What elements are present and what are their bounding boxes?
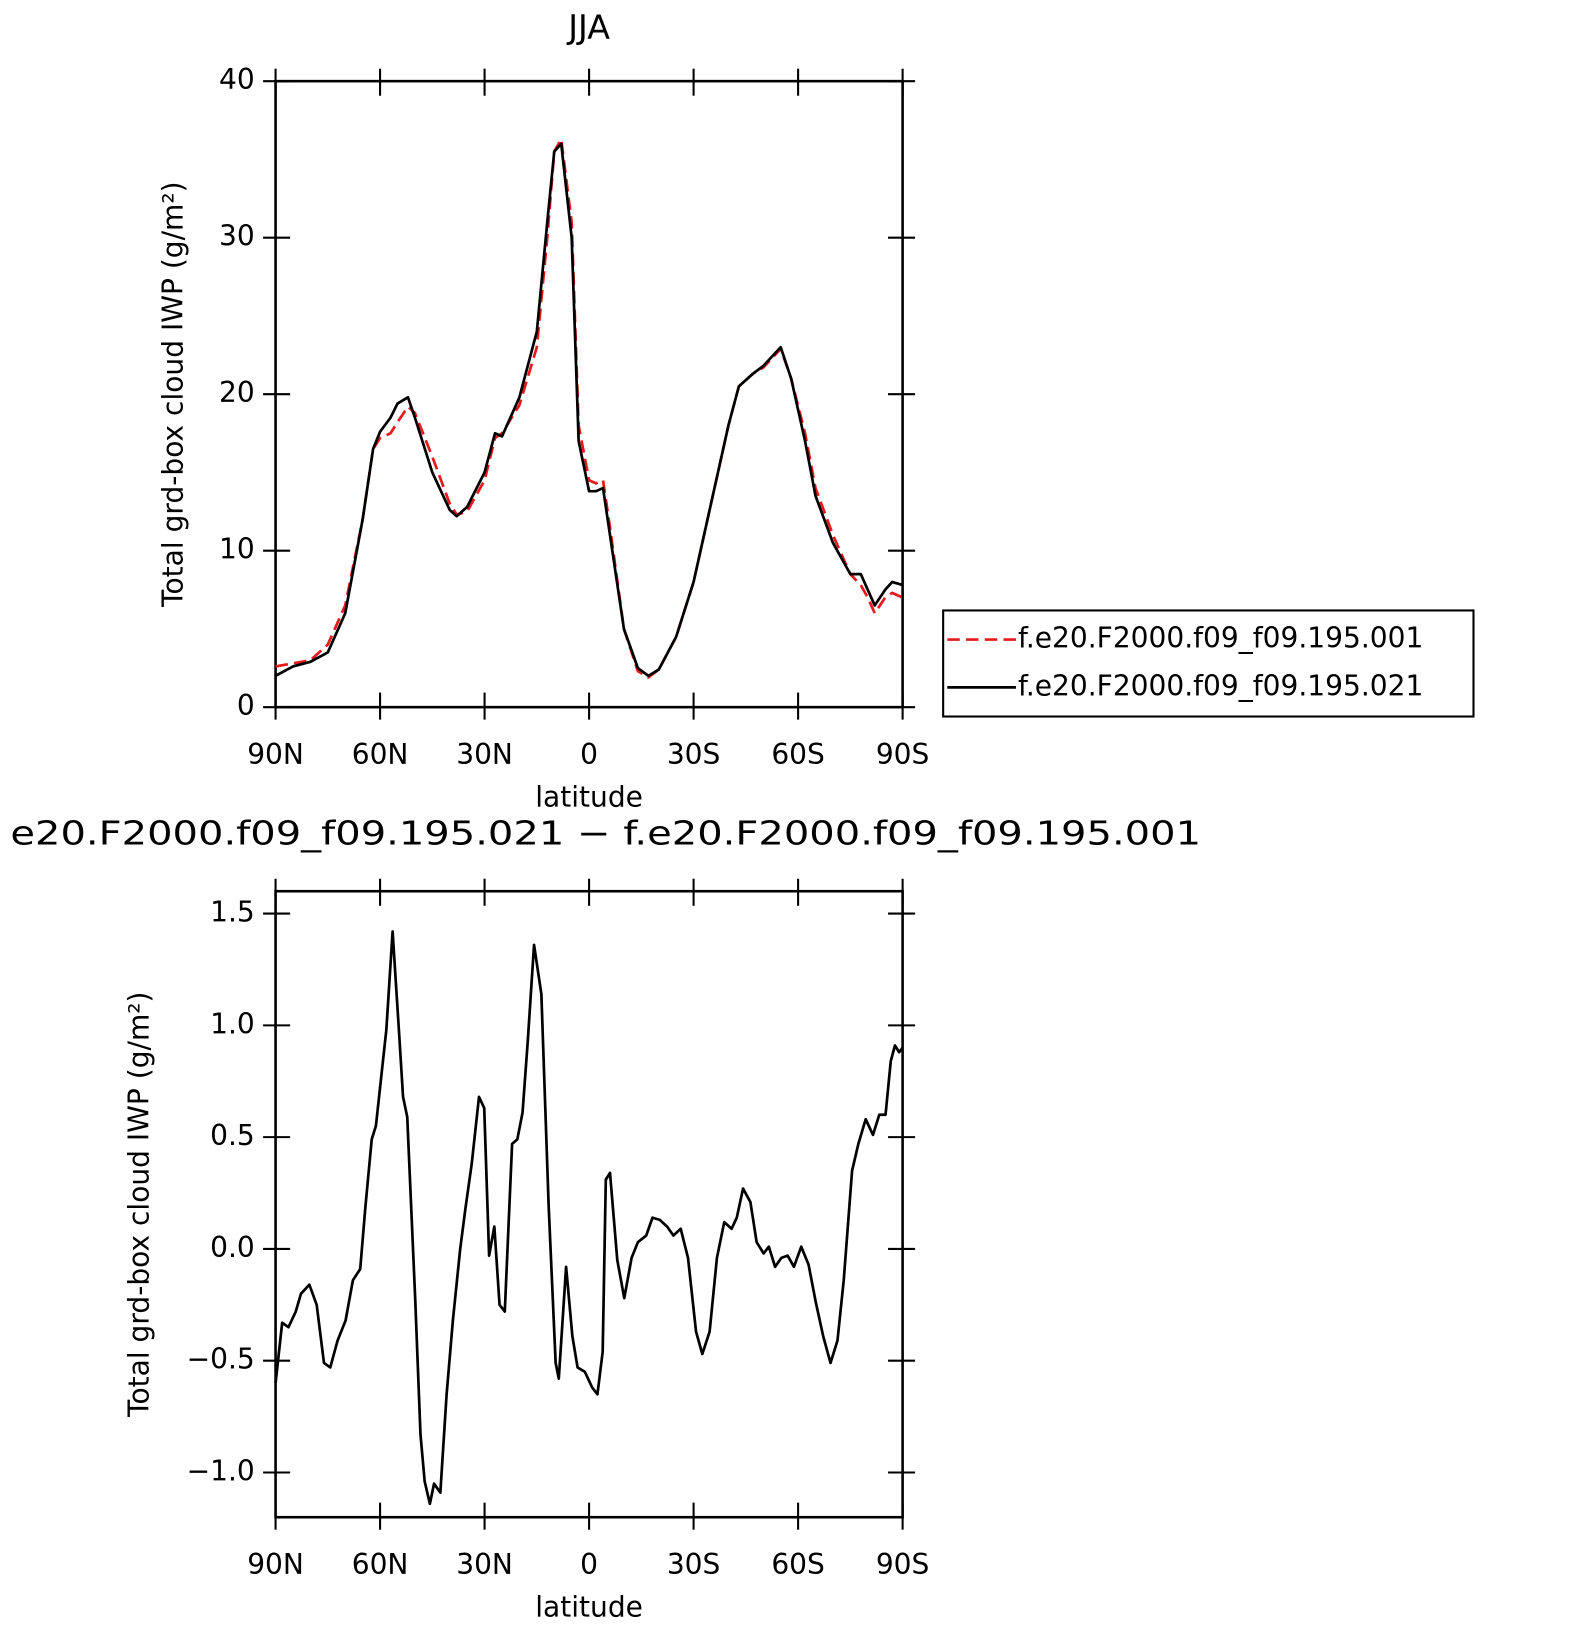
y-tick-label: 0.5 xyxy=(210,1119,255,1152)
x-tick-label: 60S xyxy=(771,738,825,771)
x-tick-label: 60N xyxy=(352,738,409,771)
y-tick-label: −0.5 xyxy=(187,1343,255,1376)
y-tick-label: 0 xyxy=(237,689,255,722)
x-tick-label: 0 xyxy=(580,1548,598,1581)
plot-frame xyxy=(274,79,904,709)
data-line xyxy=(275,137,904,679)
legend-box xyxy=(942,609,1475,718)
y-tick-label: 1.5 xyxy=(210,896,255,929)
x-tick-label: 30S xyxy=(667,738,721,771)
x-tick-label: 30N xyxy=(456,1548,513,1581)
x-tick-label: 30N xyxy=(456,738,513,771)
x-tick-label: 90N xyxy=(247,1548,304,1581)
y-tick-label: 40 xyxy=(219,63,255,96)
y-tick-label: 10 xyxy=(219,533,255,566)
x-tick-label: 0 xyxy=(580,738,598,771)
x-tick-label: 90N xyxy=(247,738,304,771)
legend-label: f.e20.F2000.f09_f09.195.001 xyxy=(1018,622,1423,655)
x-axis-label: latitude xyxy=(535,1591,643,1624)
x-axis-label: latitude xyxy=(535,781,643,814)
y-tick-label: 30 xyxy=(219,220,255,253)
plot-frame xyxy=(274,889,904,1519)
y-axis-label: Total grd-box cloud IWP (g/m²) xyxy=(157,181,190,607)
data-line xyxy=(274,142,903,678)
legend-label: f.e20.F2000.f09_f09.195.021 xyxy=(1018,669,1423,702)
x-tick-label: 60S xyxy=(771,1548,825,1581)
x-tick-label: 60N xyxy=(352,1548,409,1581)
y-tick-label: 0.0 xyxy=(210,1231,255,1264)
y-tick-label: −1.0 xyxy=(187,1454,255,1487)
x-tick-label: 30S xyxy=(667,1548,721,1581)
chart-title: e20.F2000.f09_f09.195.021 − f.e20.F2000.… xyxy=(10,814,1201,853)
y-tick-label: 1.0 xyxy=(210,1007,255,1040)
chart-title: JJA xyxy=(566,8,610,47)
y-axis-label: Total grd-box cloud IWP (g/m²) xyxy=(122,991,155,1417)
y-tick-label: 20 xyxy=(219,376,255,409)
x-tick-label: 90S xyxy=(876,1548,930,1581)
data-line xyxy=(274,930,904,1506)
x-tick-label: 90S xyxy=(876,738,930,771)
